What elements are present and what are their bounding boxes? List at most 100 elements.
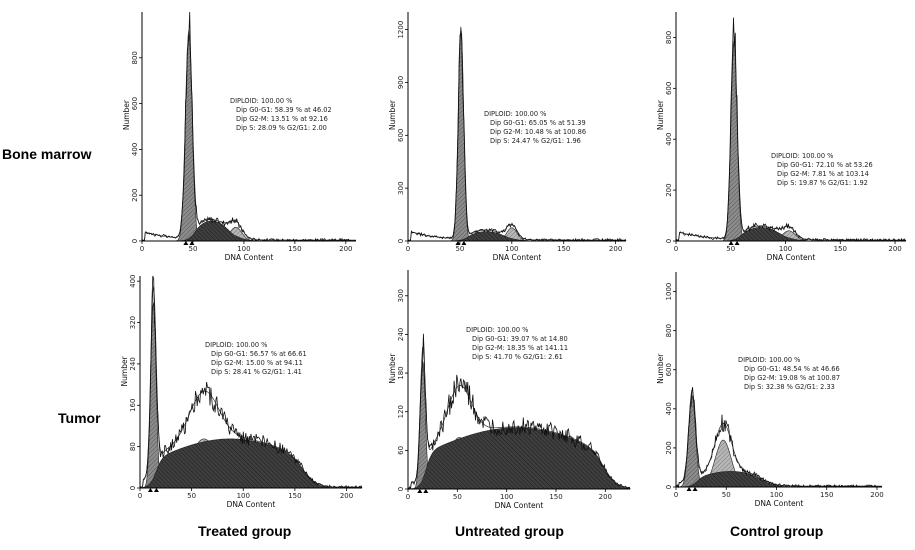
peak-marker — [692, 487, 698, 491]
y-tick-label: 1000 — [665, 283, 673, 301]
y-tick-label: 160 — [129, 399, 137, 412]
x-tick-label: 0 — [674, 245, 678, 253]
stats-line: Dip G2-M: 18.35 % at 141.11 — [472, 344, 568, 352]
row-label-tumor: Tumor — [58, 410, 101, 426]
measured-histogram-line — [675, 387, 883, 489]
g0-g1-peak-area — [676, 394, 882, 488]
x-tick-label: 200 — [888, 245, 901, 253]
x-tick-label: 50 — [722, 491, 731, 499]
stats-line: DIPLOID: 100.00 % — [205, 341, 267, 349]
histogram-panel-3: 0 50 100 150 200 0 200 400 600 800 DNA Content Numb… — [656, 12, 907, 262]
y-tick-label: 200 — [131, 189, 139, 202]
y-tick-label: 180 — [397, 366, 405, 379]
x-axis-label: DNA Content — [767, 253, 816, 262]
x-tick-label: 150 — [288, 245, 301, 253]
stats-line: DIPLOID: 100.00 % — [484, 110, 546, 118]
measured-histogram-line — [675, 17, 907, 243]
x-tick-label: 100 — [779, 245, 792, 253]
fitted-model-line — [142, 29, 356, 241]
row-label-bone-marrow: Bone marrow — [2, 146, 92, 162]
histogram-panel-4: 0 50 100 150 200 0 80 160 240 320 400 DNA Content Nu… — [120, 274, 363, 509]
x-tick-label: 0 — [140, 245, 144, 253]
x-axis-label: DNA Content — [755, 499, 804, 508]
stats-line: Dip G2-M: 13.51 % at 92.16 — [236, 115, 328, 123]
stats-line: Dip G2-M: 15.00 % at 94.11 — [211, 359, 303, 367]
peak-marker — [183, 241, 189, 245]
x-tick-label: 50 — [187, 492, 196, 500]
measured-histogram-line — [141, 11, 356, 243]
measured-histogram-line — [139, 275, 363, 489]
y-tick-label: 200 — [665, 441, 673, 454]
x-tick-label: 0 — [406, 493, 410, 501]
y-tick-label: 600 — [131, 97, 139, 110]
stats-line: DIPLOID: 100.00 % — [230, 97, 292, 105]
histogram-panel-6: 0 50 100 150 200 0 200 400 600 800 1000 DNA Content… — [656, 272, 884, 508]
y-tick-label: 400 — [665, 133, 673, 146]
peak-marker — [728, 241, 734, 245]
x-tick-label: 100 — [770, 491, 783, 499]
measured-histogram-line — [407, 333, 631, 490]
fitted-model-line — [676, 389, 882, 487]
x-tick-label: 200 — [870, 491, 883, 499]
x-tick-label: 100 — [500, 493, 513, 501]
x-tick-label: 200 — [609, 245, 622, 253]
y-tick-label: 200 — [665, 183, 673, 196]
stats-line: Dip S: 19.87 % G2/G1: 1.92 — [777, 179, 868, 187]
g0-g1-peak-area — [676, 43, 906, 242]
stats-line: Dip G0-G1: 65.05 % at 51.39 — [490, 119, 586, 127]
x-axis-label: DNA Content — [493, 253, 542, 262]
peak-marker — [417, 489, 423, 493]
y-tick-label: 120 — [397, 405, 405, 418]
y-tick-label: 60 — [397, 446, 405, 455]
y-tick-label: 600 — [397, 129, 405, 142]
histogram-panel-5: 0 50 100 150 200 0 60 120 180 240 300 DNA Content Nu… — [388, 270, 631, 510]
stats-line: Dip S: 41.70 % G2/G1: 2.61 — [472, 353, 563, 361]
y-tick-label: 0 — [131, 239, 139, 243]
histogram-panel-1: 0 50 100 150 200 0 200 400 600 800 DNA Content Numb… — [122, 11, 356, 262]
g0-g1-peak-area — [142, 34, 356, 242]
x-tick-label: 50 — [188, 245, 197, 253]
y-tick-label: 600 — [665, 82, 673, 95]
y-tick-label: 800 — [665, 324, 673, 337]
s-phase-area — [407, 427, 631, 490]
stats-line: DIPLOID: 100.00 % — [738, 356, 800, 364]
histogram-panel-2: 0 50 100 150 200 0 300 600 900 1200 DNA Content Num… — [388, 12, 627, 262]
stats-line: Dip G0-G1: 72.10 % at 53.26 — [777, 161, 873, 169]
y-tick-label: 300 — [397, 289, 405, 302]
stats-line: Dip G0-G1: 39.07 % at 14.80 — [472, 335, 568, 343]
stats-line: Dip G2-M: 7.81 % at 103.14 — [777, 170, 869, 178]
x-tick-label: 100 — [505, 245, 518, 253]
x-tick-label: 50 — [453, 493, 462, 501]
x-tick-label: 150 — [820, 491, 833, 499]
x-tick-label: 150 — [549, 493, 562, 501]
g2-m-peak-area — [408, 227, 626, 242]
y-axis-label: Number — [656, 99, 665, 130]
y-tick-label: 1200 — [397, 21, 405, 39]
y-tick-label: 0 — [665, 239, 673, 243]
stats-line: Dip S: 28.09 % G2/G1: 2.00 — [236, 124, 327, 132]
stats-line: Dip G0-G1: 48.54 % at 46.66 — [744, 365, 840, 373]
y-tick-label: 320 — [129, 316, 137, 329]
x-tick-label: 100 — [237, 492, 250, 500]
y-axis-label: Number — [120, 355, 129, 386]
peak-marker — [686, 487, 692, 491]
y-tick-label: 800 — [665, 31, 673, 44]
measured-histogram-line — [407, 32, 627, 243]
y-tick-label: 800 — [131, 51, 139, 64]
y-tick-label: 400 — [665, 402, 673, 415]
y-tick-label: 0 — [397, 487, 405, 491]
peak-marker — [153, 488, 159, 492]
col-label-untreated: Untreated group — [455, 523, 564, 539]
x-tick-label: 0 — [406, 245, 410, 253]
y-axis-label: Number — [122, 99, 131, 130]
x-axis-label: DNA Content — [227, 500, 276, 509]
stats-line: Dip S: 24.47 % G2/G1: 1.96 — [490, 137, 581, 145]
y-tick-label: 400 — [131, 143, 139, 156]
y-tick-label: 0 — [397, 239, 405, 243]
fitted-model-line — [676, 40, 906, 241]
x-tick-label: 150 — [557, 245, 570, 253]
y-tick-label: 80 — [129, 442, 137, 451]
y-tick-label: 0 — [129, 486, 137, 490]
y-tick-label: 240 — [129, 357, 137, 370]
